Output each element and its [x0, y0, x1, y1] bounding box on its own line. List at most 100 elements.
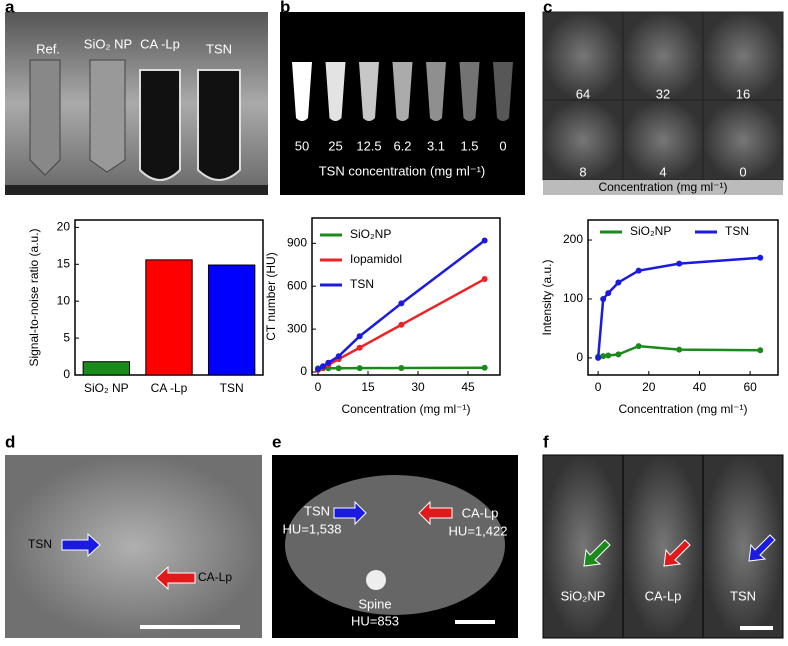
y-tick-label: 0 — [63, 367, 70, 381]
arrow — [333, 500, 367, 526]
image-label: 25 — [328, 138, 342, 153]
x-tick-label: CA -Lp — [151, 381, 188, 395]
panel-letter: c — [543, 0, 552, 16]
panel-letter: f — [543, 432, 549, 451]
image-label: HU=1,538 — [283, 521, 342, 536]
scale-bar — [140, 625, 240, 629]
point — [635, 343, 642, 350]
arrow — [155, 565, 196, 591]
y-tick-label: 15 — [57, 256, 71, 270]
image-label: SiO₂ NP — [84, 36, 132, 51]
point — [605, 352, 612, 359]
image-label: 50 — [295, 138, 309, 153]
tube — [359, 62, 379, 121]
image-label: Spine — [358, 596, 391, 611]
point — [315, 366, 321, 373]
point — [398, 321, 405, 328]
legend-label: SiO₂NP — [350, 227, 391, 241]
x-tick-label: SiO₂ NP — [84, 381, 129, 395]
scale-bar — [455, 620, 495, 624]
image-label: 16 — [736, 86, 750, 101]
legend-label: Iopamidol — [350, 252, 402, 266]
y-axis-label: CT number (HU) — [264, 252, 278, 340]
tube — [493, 62, 513, 121]
image-label: HU=853 — [351, 613, 399, 628]
image-label: CA-Lp — [645, 588, 682, 603]
point — [600, 353, 607, 360]
panel-letter: b — [280, 0, 290, 16]
image-label: 3.1 — [427, 138, 445, 153]
y-tick-label: 600 — [287, 278, 307, 292]
tube — [426, 62, 446, 121]
point — [398, 364, 405, 371]
y-tick-label: 200 — [563, 232, 583, 246]
point — [356, 344, 363, 351]
point — [325, 359, 332, 366]
y-tick-label: 10 — [57, 293, 71, 307]
point — [481, 364, 488, 371]
bar — [145, 259, 193, 376]
x-tick-label: 60 — [743, 380, 757, 394]
point — [605, 290, 612, 297]
point — [600, 295, 607, 302]
panel-d-image — [5, 455, 262, 638]
point — [757, 254, 764, 261]
image-label: 1.5 — [460, 138, 478, 153]
point — [481, 276, 488, 283]
image-label: TSN — [730, 588, 756, 603]
bar — [207, 264, 256, 376]
spine — [366, 570, 386, 590]
image-caption: TSN concentration (mg ml⁻¹) — [319, 163, 486, 178]
panel-letter: e — [272, 432, 281, 451]
panel-letter: d — [5, 432, 15, 451]
image-label: CA-Lp — [462, 505, 499, 520]
y-tick-label: 5 — [63, 330, 70, 344]
body — [285, 475, 505, 615]
panel-letter: a — [5, 0, 15, 16]
point — [335, 365, 342, 372]
y-axis-label: Intensity (a.u.) — [540, 259, 554, 335]
point — [676, 260, 683, 267]
y-tick-label: 100 — [563, 291, 583, 305]
x-tick-label: TSN — [220, 381, 244, 395]
image-label: 4 — [659, 164, 666, 179]
tube — [292, 62, 312, 121]
tube — [392, 62, 413, 121]
image-label: 64 — [576, 86, 590, 101]
point — [635, 267, 642, 274]
image-label: 8 — [579, 164, 586, 179]
tube — [325, 62, 346, 121]
image-label: HU=1,422 — [449, 523, 508, 538]
point — [615, 351, 622, 358]
point — [398, 300, 405, 307]
image-label: CA -Lp — [140, 36, 180, 51]
y-tick-label: 300 — [287, 321, 307, 335]
image-label: 6.2 — [393, 138, 411, 153]
x-axis-label: Concentration (mg ml⁻¹) — [341, 402, 470, 416]
x-tick-label: 20 — [642, 380, 656, 394]
x-tick-label: 0 — [595, 380, 602, 394]
image-label: 0 — [499, 138, 506, 153]
image-label: TSN — [206, 41, 232, 56]
image-label: TSN — [304, 503, 330, 518]
bar — [82, 361, 131, 376]
image-label: 0 — [739, 164, 746, 179]
tubes — [292, 62, 513, 121]
panel-f-image — [542, 454, 784, 639]
panel-a-image — [5, 12, 268, 195]
x-tick-label: 30 — [411, 380, 425, 394]
arrow — [61, 532, 101, 558]
series-line — [596, 256, 761, 359]
x-axis-label: Concentration (mg ml⁻¹) — [618, 402, 747, 416]
y-tick-label: 900 — [287, 235, 307, 249]
x-tick-label: 15 — [361, 380, 375, 394]
image-label: SiO₂NP — [561, 588, 606, 603]
plot-frame — [587, 219, 779, 376]
point — [335, 353, 342, 360]
plot-frame — [311, 217, 501, 376]
point — [676, 346, 683, 353]
image-label: CA-Lp — [198, 570, 232, 584]
image-label: 12.5 — [356, 138, 381, 153]
y-tick-label: 20 — [57, 220, 71, 234]
